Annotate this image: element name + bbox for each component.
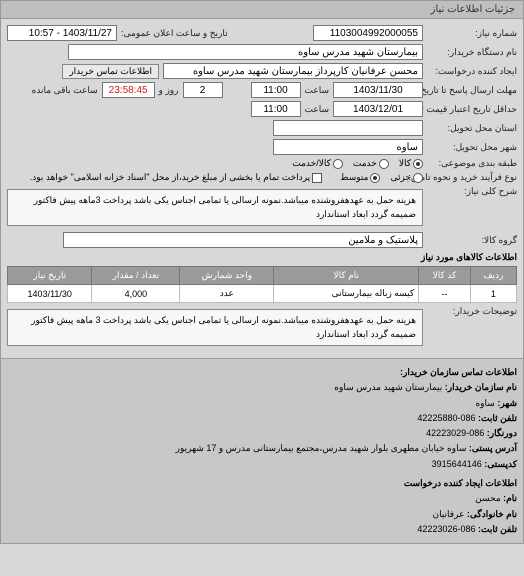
cell-date: 1403/11/30: [8, 285, 92, 303]
extra-desc-box: هزینه حمل به عهدهفروشنده میباشد.نمونه ار…: [7, 309, 423, 346]
th-date: تاریخ نیاز: [8, 267, 92, 285]
extra-desc-label: توضیحات خریدار:: [427, 306, 517, 317]
zip-label: کدپستی:: [484, 459, 517, 469]
th-row: ردیف: [470, 267, 516, 285]
radio-icon: [333, 159, 343, 169]
contact-title: اطلاعات تماس سازمان خریدار:: [7, 365, 517, 380]
org-value: بیمارستان شهید مدرس ساوه: [334, 382, 442, 392]
countdown-timer: 23:58:45: [102, 82, 155, 98]
lname-label: نام خانوادگی:: [467, 509, 517, 519]
city-value: ساوه: [475, 398, 494, 408]
contact-section: اطلاعات تماس سازمان خریدار: نام سازمان خ…: [1, 358, 523, 543]
creator-title: اطلاعات ایجاد کننده درخواست: [7, 476, 517, 491]
details-panel: جزئیات اطلاعات نیاز شماره نیاز: تاریخ و …: [0, 0, 524, 544]
process-medium[interactable]: متوسط: [340, 172, 380, 183]
main-desc-box: هزینه حمل به عهدهفروشنده میباشد.نمونه ار…: [7, 189, 423, 226]
delivery-city-label: شهر محل تحویل:: [427, 142, 517, 153]
zip-value: 3915644146: [432, 459, 482, 469]
deadline-date-field[interactable]: [333, 82, 423, 98]
cell-unit: عدد: [180, 285, 274, 303]
requester-field[interactable]: [163, 63, 423, 79]
radio-icon: [370, 173, 380, 183]
process-type-label: نوع فرآیند خرید و نحوه تامین:: [427, 172, 517, 183]
at-label-2: ساعت: [305, 104, 330, 115]
deadline-time-field[interactable]: [251, 82, 301, 98]
table-header-row: ردیف کد کالا نام کالا واحد شمارش تعداد /…: [8, 267, 517, 285]
checkbox-icon: [312, 173, 322, 183]
th-name: نام کالا: [274, 267, 419, 285]
ctel-label: تلفن ثابت:: [478, 524, 517, 534]
tel-label: تلفن ثابت:: [478, 413, 517, 423]
item-type-goods[interactable]: کالا: [399, 158, 423, 169]
announce-field[interactable]: [7, 25, 117, 41]
org-label: نام سازمان خریدار:: [445, 382, 517, 392]
item-type-group: کالا خدمت کالا/خدمت: [292, 158, 423, 169]
requester-label: ایجاد کننده درخواست:: [427, 66, 517, 77]
need-no-field[interactable]: [313, 25, 423, 41]
delivery-prov-label: استان محل تحویل:: [427, 123, 517, 134]
remaining-day-label: روز و: [159, 85, 179, 96]
th-unit: واحد شمارش: [180, 267, 274, 285]
remaining-suffix-label: ساعت باقی مانده: [32, 85, 98, 96]
remaining-days-field: [183, 82, 223, 98]
lname-value: عرفانیان: [432, 509, 464, 519]
at-label-1: ساعت: [305, 85, 330, 96]
fax-value: 086-42223029: [426, 428, 484, 438]
item-type-service[interactable]: خدمت: [353, 158, 389, 169]
radio-icon: [413, 159, 423, 169]
needed-items-label: اطلاعات کالاهای مورد نیاز: [7, 252, 517, 263]
item-type-both[interactable]: کالا/خدمت: [292, 158, 343, 169]
radio-icon: [379, 159, 389, 169]
delivery-city-field[interactable]: [273, 139, 423, 155]
cell-row: 1: [470, 285, 516, 303]
item-type-label: طبقه بندی موضوعی:: [427, 158, 517, 169]
process-type-group: جزئی متوسط: [340, 172, 423, 183]
th-code: کد کالا: [419, 267, 471, 285]
group-field[interactable]: [63, 232, 423, 248]
main-desc-label: شرح کلی نیاز:: [427, 186, 517, 197]
city-label: شهر:: [497, 398, 517, 408]
addr-value: ساوه خیابان مطهری بلوار شهید مدرس،مجتمع …: [176, 443, 467, 453]
process-small[interactable]: جزئی: [390, 172, 423, 183]
cell-qty: 4,000: [92, 285, 180, 303]
items-table: ردیف کد کالا نام کالا واحد شمارش تعداد /…: [7, 266, 517, 303]
table-row[interactable]: 1 -- کیسه زباله بیمارستانی عدد 4,000 140…: [8, 285, 517, 303]
buyer-org-label: نام دستگاه خریدار:: [427, 47, 517, 58]
credit-deadline-label: حداقل تاریخ اعتبار قیمت تا تاریخ:: [427, 104, 517, 115]
panel-body: شماره نیاز: تاریخ و ساعت اعلان عمومی: نا…: [1, 19, 523, 358]
treasury-check[interactable]: پرداخت تمام یا بخشی از مبلغ خرید،از محل …: [30, 172, 322, 183]
announce-label: تاریخ و ساعت اعلان عمومی:: [121, 28, 228, 39]
cell-code: --: [419, 285, 471, 303]
th-qty: تعداد / مقدار: [92, 267, 180, 285]
addr-label: آدرس پستی:: [469, 443, 517, 453]
fname-label: نام:: [503, 493, 517, 503]
delivery-prov-field[interactable]: [273, 120, 423, 136]
buyer-org-field[interactable]: [68, 44, 423, 60]
contact-buyer-button[interactable]: اطلاعات تماس خریدار: [62, 64, 159, 79]
ctel-value: 086-42223026: [417, 524, 475, 534]
tel-value: 086-42225880: [417, 413, 475, 423]
fax-label: دورنگار:: [487, 428, 517, 438]
radio-icon: [413, 173, 423, 183]
need-no-label: شماره نیاز:: [427, 28, 517, 39]
group-label: گروه کالا:: [427, 235, 517, 246]
panel-title: جزئیات اطلاعات نیاز: [1, 1, 523, 19]
fname-value: محسن: [475, 493, 501, 503]
credit-time-field[interactable]: [251, 101, 301, 117]
cell-name: کیسه زباله بیمارستانی: [274, 285, 419, 303]
deadline-label: مهلت ارسال پاسخ تا تاریخ:: [427, 85, 517, 96]
credit-date-field[interactable]: [333, 101, 423, 117]
